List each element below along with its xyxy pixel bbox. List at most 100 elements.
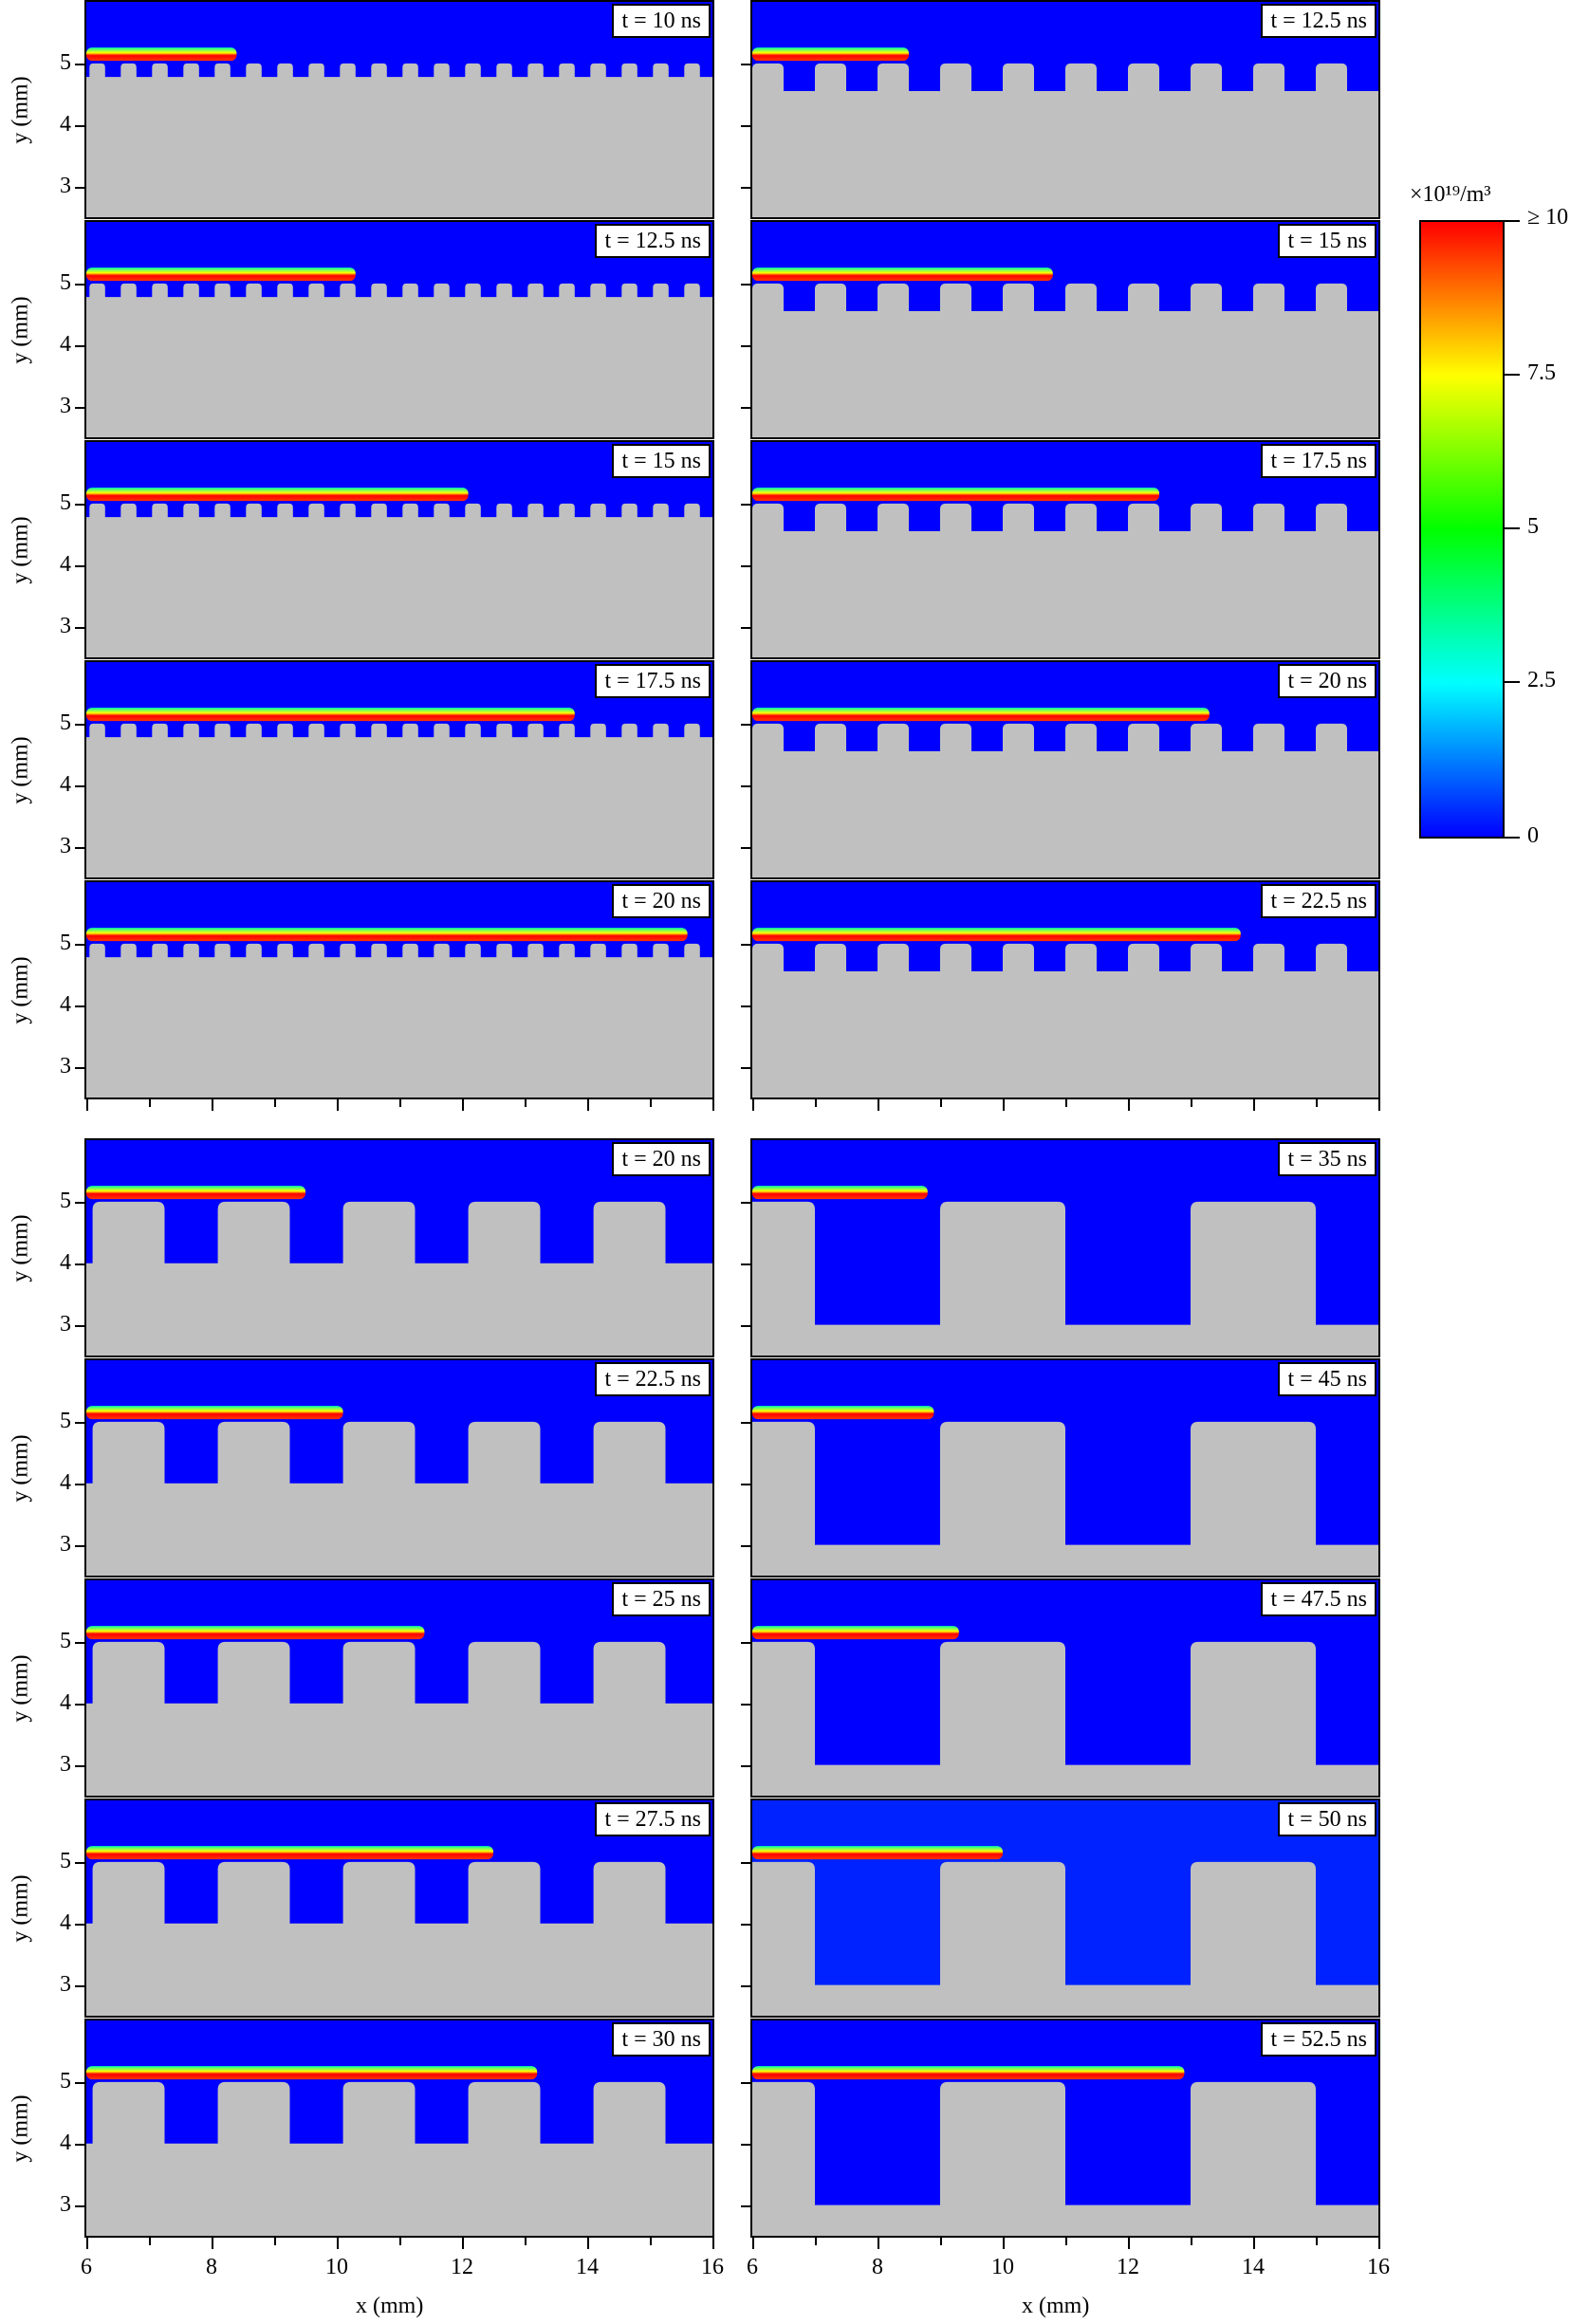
x-tick-label: 6	[81, 2255, 92, 2279]
colorbar-unit-label: ×10¹⁹/m³	[1410, 182, 1491, 207]
time-label: t = 17.5 ns	[595, 664, 711, 698]
y-tick-label: 4	[60, 331, 71, 357]
y-tick-label: 3	[60, 1971, 71, 1997]
x-tick-mark	[587, 1099, 589, 1111]
y-tick-label: 5	[60, 49, 71, 75]
y-tick-mark	[75, 2081, 84, 2084]
colorbar-label-10: ≥ 10	[1527, 205, 1569, 230]
time-label: t = 50 ns	[1278, 1802, 1377, 1836]
y-tick-mark	[75, 723, 84, 726]
plot-panel: t = 25 ns	[84, 1578, 714, 1798]
y-axis-label-text: y (mm)	[8, 1873, 33, 1943]
y-tick-mark	[75, 2143, 84, 2146]
x-tick-label: 14	[576, 2255, 599, 2279]
time-label: t = 10 ns	[612, 4, 711, 38]
time-label: t = 22.5 ns	[1261, 884, 1377, 918]
y-axis-label: y (mm)	[2, 220, 40, 439]
substrate	[752, 1641, 1378, 1796]
y-axis-label-text: y (mm)	[8, 955, 33, 1024]
y-tick-mark	[741, 1324, 750, 1327]
y-tick-label: 3	[60, 393, 71, 418]
y-tick-label: 4	[60, 991, 71, 1017]
substrate	[752, 943, 1378, 1097]
plot-panel: t = 12.5 ns	[84, 220, 714, 439]
colorbar	[1419, 220, 1505, 839]
x-tick-mark	[650, 2238, 652, 2245]
x-tick-label: 8	[872, 2255, 883, 2279]
substrate	[752, 283, 1378, 437]
plot-panel: t = 22.5 ns	[84, 1358, 714, 1577]
y-tick-mark	[741, 1005, 750, 1007]
x-tick-mark	[712, 2238, 714, 2249]
y-axis-label: y (mm)	[2, 440, 40, 659]
y-tick-mark	[741, 503, 750, 506]
x-tick-mark	[399, 2238, 401, 2245]
y-tick-mark	[75, 1764, 84, 1767]
y-tick-mark	[741, 124, 750, 127]
colorbar-tick	[1505, 681, 1520, 683]
plot-panel: t = 27.5 ns	[84, 1798, 714, 2018]
substrate	[86, 63, 712, 217]
plasma-streamer	[86, 2066, 538, 2080]
y-tick-label: 5	[60, 930, 71, 955]
x-tick-mark	[1378, 2238, 1380, 2249]
y-tick-mark	[75, 1324, 84, 1327]
plasma-streamer	[86, 708, 575, 722]
y-tick-label: 3	[60, 1531, 71, 1557]
x-tick-mark	[149, 1099, 151, 1107]
y-tick-mark	[741, 1544, 750, 1547]
y-axis-label-text: y (mm)	[8, 1653, 33, 1723]
x-tick-mark	[337, 1099, 339, 1111]
y-axis-label-text: y (mm)	[8, 2093, 33, 2163]
substrate	[752, 63, 1378, 217]
x-tick-mark	[1316, 2238, 1318, 2245]
x-axis-label-left: x (mm)	[356, 2294, 424, 2318]
y-tick-mark	[75, 1421, 84, 1424]
y-tick-mark	[741, 784, 750, 787]
y-tick-label: 4	[60, 1469, 71, 1495]
x-tick-mark	[1065, 1099, 1067, 1107]
y-tick-mark	[741, 1483, 750, 1485]
time-label: t = 20 ns	[612, 884, 711, 918]
x-tick-mark	[462, 1099, 464, 1111]
colorbar-tick	[1505, 220, 1520, 222]
plot-panel: t = 30 ns	[84, 2019, 714, 2238]
plot-panel: t = 35 ns	[750, 1138, 1380, 1357]
x-tick-mark	[1128, 1099, 1130, 1111]
time-label: t = 12.5 ns	[1261, 4, 1377, 38]
plot-panel: t = 17.5 ns	[750, 440, 1380, 659]
x-tick-mark	[940, 1099, 942, 1107]
y-axis-label-text: y (mm)	[8, 295, 33, 364]
y-tick-mark	[741, 2143, 750, 2146]
y-tick-label: 4	[60, 1909, 71, 1935]
y-tick-mark	[75, 1923, 84, 1926]
x-tick-mark	[462, 2238, 464, 2249]
y-axis-label: y (mm)	[2, 1138, 40, 1357]
x-tick-label: 10	[991, 2255, 1014, 2279]
y-tick-mark	[741, 626, 750, 629]
x-tick-label: 12	[1117, 2255, 1139, 2279]
x-tick-mark	[815, 2238, 817, 2245]
x-tick-mark	[399, 1099, 401, 1107]
substrate	[86, 2081, 712, 2236]
x-tick-mark	[1191, 1099, 1192, 1107]
time-label: t = 15 ns	[1278, 224, 1377, 258]
x-tick-mark	[1253, 2238, 1255, 2249]
y-tick-mark	[75, 406, 84, 409]
x-tick-mark	[86, 1099, 88, 1111]
colorbar-tick	[1505, 374, 1520, 376]
time-label: t = 20 ns	[612, 1142, 711, 1176]
plasma-streamer	[752, 1846, 1003, 1860]
substrate	[86, 283, 712, 437]
y-tick-mark	[75, 2204, 84, 2207]
x-tick-mark	[815, 1099, 817, 1107]
y-tick-mark	[75, 186, 84, 189]
plot-panel: t = 10 ns	[84, 0, 714, 219]
y-tick-mark	[75, 1984, 84, 1987]
y-tick-label: 5	[60, 1408, 71, 1433]
plot-panel: t = 20 ns	[84, 880, 714, 1099]
y-tick-mark	[741, 564, 750, 567]
y-tick-label: 3	[60, 2191, 71, 2217]
time-label: t = 15 ns	[612, 444, 711, 478]
y-tick-mark	[741, 2081, 750, 2084]
